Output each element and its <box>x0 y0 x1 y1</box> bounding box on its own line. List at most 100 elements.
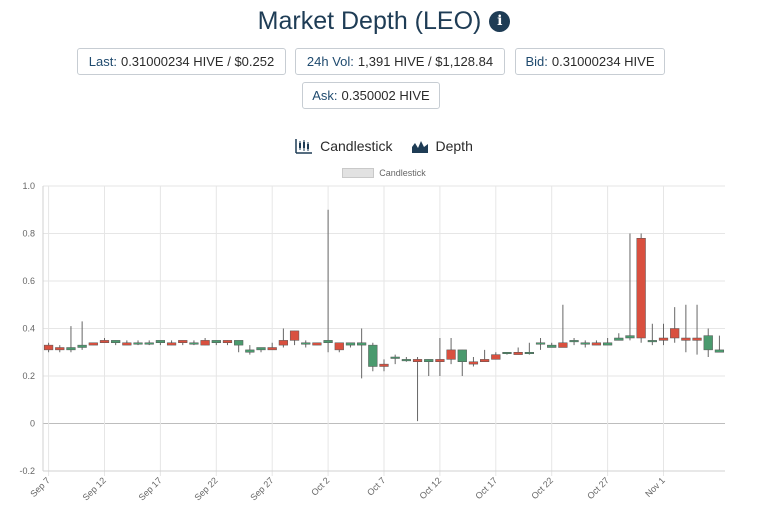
volume-label: 24h Vol: <box>306 54 354 69</box>
candle-up <box>189 342 199 345</box>
last-value: 0.31000234 HIVE / $0.252 <box>120 54 275 69</box>
candle-up <box>345 342 356 346</box>
y-tick-label: 1.0 <box>22 181 35 191</box>
candle-down <box>480 359 490 362</box>
ask-box: Ask: 0.350002 HIVE <box>302 82 440 109</box>
bid-label: Bid: <box>525 54 548 69</box>
candle-down <box>692 337 702 341</box>
y-tick-label: 0 <box>30 419 35 429</box>
y-tick-label: 0.6 <box>22 276 35 286</box>
legend-label: Candlestick <box>379 168 426 178</box>
y-tick-label: 0.8 <box>22 229 35 239</box>
tab-depth[interactable]: Depth <box>411 134 473 158</box>
page-header: Market Depth (LEO) i <box>0 4 768 38</box>
candle-down <box>267 347 277 351</box>
candle-up <box>569 340 579 343</box>
candle-up <box>357 342 367 346</box>
candle-up <box>457 349 467 362</box>
info-icon[interactable]: i <box>489 10 511 32</box>
candle-down <box>222 340 233 343</box>
last-price-box: Last: 0.31000234 HIVE / $0.252 <box>77 48 286 75</box>
candle-up <box>155 340 166 343</box>
candle-down <box>468 361 479 365</box>
candle-down <box>289 330 300 341</box>
candle-up <box>211 340 221 343</box>
candle-down <box>379 363 389 367</box>
candle-down <box>658 337 669 341</box>
volume-box: 24h Vol: 1,391 HIVE / $1,128.84 <box>295 48 505 75</box>
candle-down <box>558 342 568 348</box>
candle-down <box>435 359 445 362</box>
candle-up <box>144 342 154 345</box>
tab-candlestick-label: Candlestick <box>320 138 393 154</box>
candle-up <box>614 337 624 341</box>
candle-down <box>99 340 110 343</box>
candle-down <box>334 342 344 351</box>
candle-down <box>312 342 322 346</box>
x-tick-label: Oct 7 <box>365 475 387 497</box>
candle-down <box>513 352 523 355</box>
candle-up <box>714 349 725 353</box>
ask-value: 0.350002 HIVE <box>341 88 430 103</box>
candle-down <box>278 340 288 346</box>
page-title: Market Depth (LEO) <box>257 6 482 35</box>
candle-down <box>43 344 54 351</box>
candle-down <box>55 347 65 351</box>
x-tick-label: Sep 7 <box>28 475 52 499</box>
x-tick-label: Oct 2 <box>309 475 331 497</box>
candle-up <box>234 340 244 346</box>
candle-down <box>681 337 691 341</box>
candle-up <box>77 344 87 348</box>
candle-up <box>111 340 121 343</box>
candle-up <box>547 344 557 348</box>
candle-up <box>524 352 534 354</box>
candle-down <box>636 238 646 339</box>
candle-up <box>66 347 76 351</box>
candle-down <box>446 349 456 360</box>
candle-up <box>323 340 333 343</box>
y-tick-label: -0.2 <box>19 466 35 476</box>
legend-swatch <box>342 168 375 178</box>
candle-up <box>301 342 311 345</box>
candle-up <box>256 347 266 351</box>
x-tick-label: Oct 12 <box>417 475 443 501</box>
candle-up <box>703 335 713 351</box>
y-tick-label: 0.4 <box>22 324 35 334</box>
x-tick-label: Sep 12 <box>81 475 108 502</box>
candlestick-chart-icon <box>295 139 313 154</box>
x-tick-label: Sep 17 <box>137 475 164 502</box>
candle-up <box>245 349 255 353</box>
candlestick-chart: -0.2 0 0.2 0.4 0.6 0.8 1.0 Sep 7 Sep 12 Sep 17 Sep… <box>19 181 725 503</box>
candle-up <box>502 352 512 354</box>
bid-box: Bid: 0.31000234 HIVE <box>515 48 665 75</box>
x-tick-label: Nov 1 <box>643 475 667 499</box>
candle-up <box>401 359 411 362</box>
candle-down <box>412 359 423 362</box>
x-tick-label: Oct 17 <box>473 475 499 501</box>
candle-up <box>625 335 635 339</box>
candle-down <box>491 354 501 360</box>
candle-up <box>580 342 590 345</box>
candle-up <box>535 342 546 345</box>
chart-tabs: Candlestick Depth <box>0 134 768 158</box>
last-label: Last: <box>88 54 117 69</box>
x-tick-label: Sep 22 <box>192 475 219 502</box>
candle-down <box>166 342 177 346</box>
chart-legend[interactable]: Candlestick <box>0 166 768 180</box>
y-tick-label: 0.2 <box>22 371 35 381</box>
candle-down <box>88 342 98 346</box>
ask-label: Ask: <box>312 88 338 103</box>
x-tick-label: Oct 22 <box>529 475 555 501</box>
candle-up <box>647 340 657 343</box>
candle-up <box>602 342 613 346</box>
candle-up <box>368 344 378 367</box>
candle-down <box>122 342 132 346</box>
tab-candlestick[interactable]: Candlestick <box>295 134 393 158</box>
depth-chart-icon <box>411 141 428 153</box>
bid-value: 0.31000234 HIVE <box>551 54 655 69</box>
candle-down <box>670 328 680 339</box>
candle-down <box>200 340 210 346</box>
volume-value: 1,391 HIVE / $1,128.84 <box>357 54 494 69</box>
candle-up <box>133 342 143 345</box>
candle-down <box>591 342 602 346</box>
